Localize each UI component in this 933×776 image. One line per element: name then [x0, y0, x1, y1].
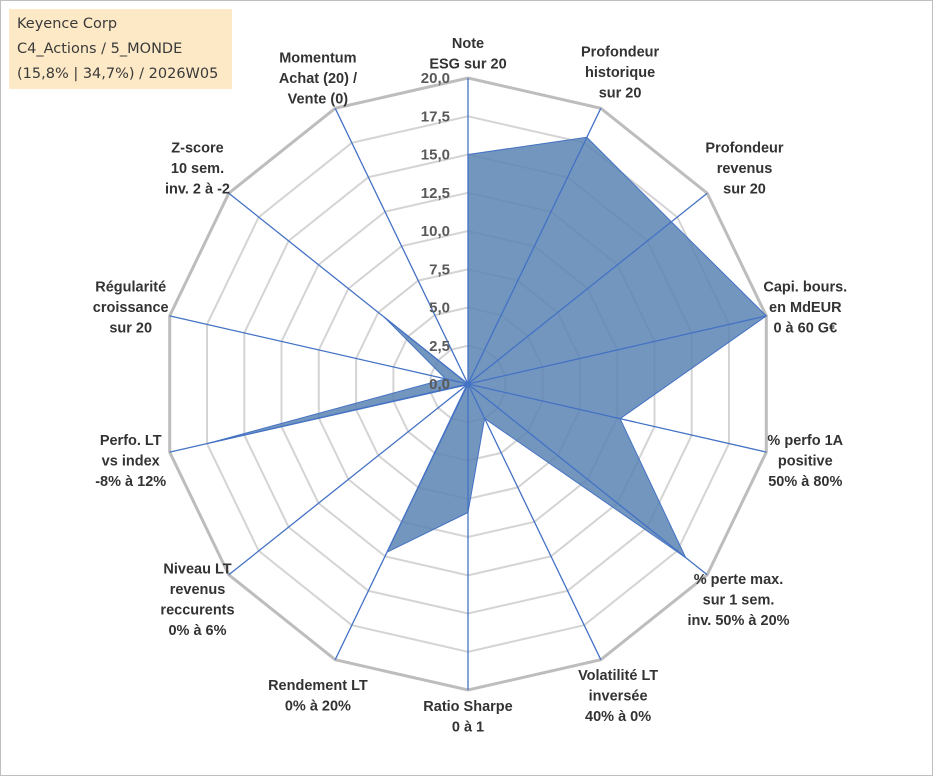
spoke-line	[169, 383, 469, 453]
axis-label-line: Ratio Sharpe	[423, 699, 512, 715]
tick-label: 10,0	[421, 223, 450, 240]
axis-label-line: 0 à 60 G€	[773, 320, 837, 336]
axis-label-line: Perfo. LT	[100, 433, 162, 449]
tick-label: 7,5	[429, 261, 450, 278]
tick-label: 12,5	[421, 185, 450, 202]
radial-tick-labels: 0,0 2,5 5,0 7,5 10,0 12,5 15,0 17,5 20,0	[421, 70, 450, 393]
axis-label: % perte max. sur 1 sem. inv. 50% à 20%	[687, 572, 789, 629]
axis-label: Perfo. LT vs index -8% à 12%	[95, 433, 166, 490]
axis-label: Z-score 10 sem. inv. 2 à -2	[165, 141, 230, 198]
axis-label: Ratio Sharpe 0 à 1	[423, 699, 512, 736]
axis-label-line: en MdEUR	[769, 300, 842, 316]
axis-label: Régularité croissance sur 20	[93, 279, 169, 336]
performance-week: (15,8% | 34,7%) / 2026W05	[17, 66, 219, 82]
spoke-line	[334, 108, 469, 385]
axis-label-line: inv. 50% à 20%	[687, 613, 789, 629]
axis-label: Profondeur historique sur 20	[581, 45, 659, 102]
tick-label: 20,0	[421, 70, 450, 87]
axis-labels: Note ESG sur 20 Profondeur historique sur 20…	[93, 36, 847, 736]
axis-label-line: inv. 2 à -2	[165, 182, 230, 198]
tick-label: 5,0	[429, 300, 450, 317]
axis-label-line: % perfo 1A	[767, 433, 843, 449]
axis-label: Momentum Achat (20) / Vente (0)	[279, 51, 357, 108]
category-path: C4_Actions / 5_MONDE	[17, 41, 183, 57]
spoke-line	[467, 383, 602, 660]
spoke-line	[467, 108, 602, 385]
axis-label-line: Z-score	[171, 141, 223, 157]
axis-label: Profondeur revenus sur 20	[705, 141, 783, 198]
axis-label-line: -8% à 12%	[95, 474, 166, 490]
axis-label-line: Profondeur	[705, 141, 783, 157]
axis-label-line: Rendement LT	[268, 678, 368, 694]
axis-label-line: % perte max.	[694, 572, 783, 588]
axis-label: Rendement LT 0% à 20%	[268, 678, 368, 715]
axis-label-line: historique	[585, 65, 655, 81]
tick-label: 15,0	[421, 147, 450, 164]
axis-label: Volatilité LT inversée 40% à 0%	[578, 668, 658, 725]
axis-label-line: Note	[452, 36, 484, 52]
axis-label-line: croissance	[93, 300, 169, 316]
spoke-line	[467, 383, 767, 453]
axis-label: Capi. bours. en MdEUR 0 à 60 G€	[763, 279, 847, 336]
axis-label: % perfo 1A positive 50% à 80%	[767, 433, 843, 490]
tick-label: 0,0	[429, 376, 450, 393]
spoke-line	[228, 192, 469, 385]
axis-label-line: 0% à 6%	[168, 623, 226, 639]
axis-label-line: ESG sur 20	[429, 57, 506, 73]
axis-label-line: revenus	[717, 161, 773, 177]
spoke-line	[228, 383, 469, 576]
axis-label-line: Niveau LT	[163, 562, 231, 578]
axis-label-line: Capi. bours.	[763, 279, 847, 295]
axis-label-line: sur 20	[723, 182, 766, 198]
axis-label-line: Volatilité LT	[578, 668, 658, 684]
axis-label-line: Régularité	[95, 279, 166, 295]
spoke-line	[169, 315, 469, 385]
axis-label-line: revenus	[170, 582, 226, 598]
axis-label-line: vs index	[102, 454, 160, 470]
spoke-line	[467, 192, 708, 385]
spoke-line	[467, 315, 767, 385]
axis-label-line: Momentum	[279, 51, 356, 67]
tick-label: 17,5	[421, 108, 450, 125]
axis-label-line: reccurents	[160, 603, 234, 619]
axis-label-line: Achat (20) /	[279, 71, 357, 87]
axis-label-line: positive	[778, 454, 833, 470]
chart-title-box: Keyence Corp C4_Actions / 5_MONDE (15,8%…	[9, 9, 232, 89]
axis-label-line: 50% à 80%	[768, 474, 842, 490]
axis-label-line: sur 20	[109, 320, 152, 336]
axis-label-line: Vente (0)	[288, 92, 349, 108]
axis-label: Niveau LT revenus reccurents 0% à 6%	[160, 562, 234, 640]
tick-label: 2,5	[429, 338, 450, 355]
axis-label-line: inversée	[589, 689, 648, 705]
axis-label-line: Profondeur	[581, 45, 659, 61]
spoke-line	[467, 383, 708, 576]
axis-label: Note ESG sur 20	[429, 36, 506, 73]
axis-label-line: sur 20	[599, 86, 642, 102]
axis-label-line: 10 sem.	[171, 161, 224, 177]
axis-label-line: 0% à 20%	[285, 699, 351, 715]
spoke-line	[334, 383, 469, 660]
axis-label-line: 40% à 0%	[585, 709, 651, 725]
company-name: Keyence Corp	[17, 16, 118, 32]
axis-label-line: sur 1 sem.	[703, 593, 775, 609]
radar-spokes	[169, 78, 767, 690]
axis-label-line: 0 à 1	[452, 720, 484, 736]
